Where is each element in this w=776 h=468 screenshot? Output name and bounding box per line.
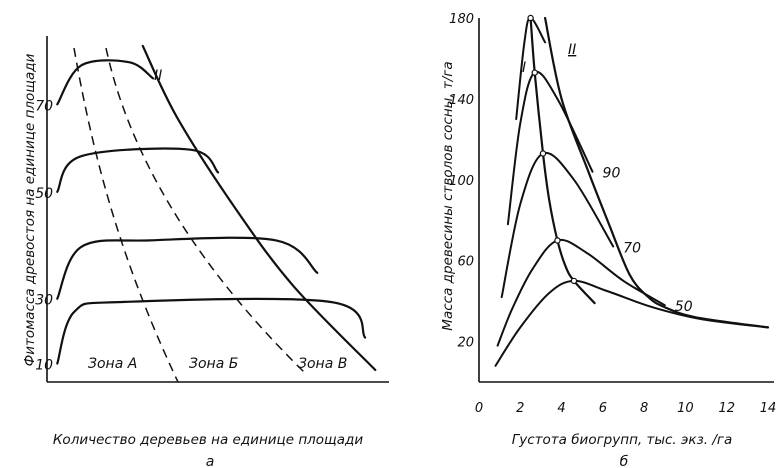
zone-b-label: Зона Б	[189, 356, 238, 372]
panel-b-xtick-4: 4	[557, 401, 565, 416]
panel-a-zone-lines	[73, 47, 305, 383]
panel-b-ytick-100: 100	[449, 174, 474, 189]
panel-a-curve-10	[56, 297, 367, 365]
panel-a: Фитомасса древостоя на единице площади К…	[22, 36, 389, 468]
panel-b-curve-70	[500, 151, 615, 299]
panel-b-peak-point-4	[527, 14, 534, 22]
panel-a-label: a	[206, 454, 215, 468]
panel-b-xtick-8: 8	[640, 401, 648, 416]
panel-b-curve-label-70: 70	[623, 241, 641, 257]
panel-b-peak-point-90	[531, 69, 538, 76]
panel-b-curve-label-90: 90	[603, 166, 621, 182]
panel-b-ytick-20: 20	[457, 336, 474, 351]
panel-b-ytick-140: 140	[449, 93, 474, 108]
panel-b: Масса древесины стволов сосны, т/га Густ…	[440, 12, 776, 468]
panel-a-curve-70	[56, 59, 155, 106]
zone-boundary-a-b	[73, 47, 179, 383]
panel-b-ticks: 0 2 4 6 8 10 12 14 20 60 100 140 180	[449, 12, 776, 416]
panel-b-curve-label-50: 50	[675, 299, 693, 315]
zone-boundary-b-c	[105, 47, 305, 373]
panel-a-curve-label-30: 30	[35, 293, 53, 309]
panel-b-curve-30	[494, 279, 769, 367]
panel-b-peak-point-30	[570, 277, 578, 285]
panel-a-ylabel: Фитомасса древостоя на единице площади	[22, 53, 38, 366]
panel-a-curve-label-50: 50	[35, 186, 53, 202]
panel-b-peak-point-70	[539, 150, 547, 157]
panel-b-xtick-14: 14	[760, 401, 776, 416]
panel-b-xtick-12: 12	[718, 401, 735, 416]
panel-b-curve-labels: 30507090	[603, 166, 693, 315]
panel-a-curve-50	[56, 147, 220, 193]
panel-b-xtick-2: 2	[516, 401, 524, 416]
panel-b-ylabel: Масса древесины стволов сосны, т/га	[440, 61, 456, 330]
zone-c-label: Зона В	[298, 356, 347, 372]
panel-a-curve-II	[141, 44, 377, 372]
panel-b-xtick-6: 6	[599, 401, 607, 416]
panel-b-peak-points	[527, 14, 578, 285]
panel-b-xlabel: Густота биогрупп, тыс. экз. /га	[512, 432, 733, 448]
panel-b-xtick-10: 10	[677, 401, 694, 416]
panel-b-ytick-180: 180	[449, 12, 474, 27]
zone-a-label: Зона А	[88, 356, 137, 372]
panel-a-curves	[56, 44, 377, 372]
panel-a-curve-labels: 10 30 50 70	[35, 98, 53, 373]
panel-b-peak-point-50	[554, 237, 561, 244]
panel-a-xlabel: Количество деревьев на единице площади	[53, 432, 364, 448]
panel-a-curve-label-70: 70	[35, 98, 53, 114]
panel-b-label: б	[620, 454, 629, 468]
envelope-i-label: I	[522, 60, 526, 76]
panel-a-curve-30	[56, 236, 319, 300]
panel-b-xtick-0: 0	[475, 401, 483, 416]
panel-b-ytick-60: 60	[457, 255, 474, 270]
envelope-ii-label-b: II	[568, 42, 576, 58]
panel-b-curve-II	[544, 16, 770, 329]
panel-b-curve-peak-4	[515, 17, 547, 121]
envelope-ii-label-a: II	[154, 68, 162, 84]
panel-a-curve-label-10: 10	[35, 358, 53, 374]
